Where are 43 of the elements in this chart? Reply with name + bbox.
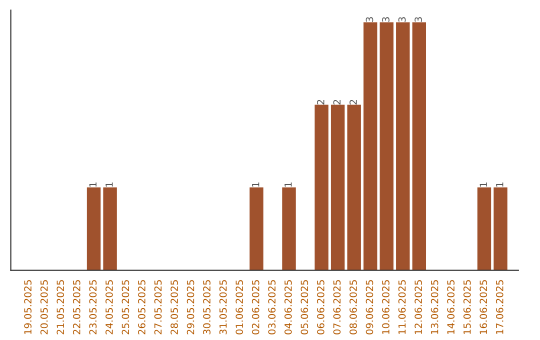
x-tick-label: 31.05.2025: [219, 280, 227, 334]
data-label: 3: [398, 17, 406, 22]
data-label: 1: [252, 182, 260, 187]
x-tick-label: 28.05.2025: [170, 280, 178, 334]
data-label: 2: [350, 100, 357, 104]
x-tick-label: 04.06.2025: [284, 280, 292, 334]
data-label: 2: [317, 100, 324, 104]
x-tick-label: 21.05.2025: [56, 280, 64, 334]
data-label: 3: [366, 17, 374, 22]
x-tick-label: 03.06.2025: [268, 280, 276, 334]
x-tick-label: 26.05.2025: [138, 280, 146, 334]
x-tick-label: 19.05.2025: [24, 280, 32, 334]
x-tick-label: 14.06.2025: [447, 280, 455, 334]
x-tick-label: 15.06.2025: [463, 280, 471, 334]
x-tick-label: 23.05.2025: [89, 280, 97, 334]
x-tick-label: 20.05.2025: [40, 280, 48, 334]
x-tick-label: 24.05.2025: [106, 280, 113, 334]
x-tick-label: 17.06.2025: [496, 280, 504, 334]
x-tick-label: 25.05.2025: [122, 280, 130, 334]
x-tick-label: 11.06.2025: [398, 280, 406, 334]
data-label: 2: [333, 100, 340, 104]
x-tick-label: 10.06.2025: [382, 280, 390, 334]
data-label: 3: [414, 17, 422, 22]
data-label: 3: [382, 17, 390, 22]
data-label: 1: [284, 182, 292, 187]
x-tick-label: 06.06.2025: [317, 280, 324, 334]
x-tick-label: 16.06.2025: [480, 280, 488, 334]
data-label: 1: [480, 182, 487, 187]
x-tick-label: 05.06.2025: [300, 280, 308, 334]
x-tick-label: 12.06.2025: [414, 280, 422, 334]
x-tick-label: 13.06.2025: [430, 280, 438, 334]
data-label: 1: [89, 182, 96, 187]
x-tick-label: 09.06.2025: [366, 280, 374, 334]
x-tick-label: 07.06.2025: [333, 280, 341, 334]
data-label: 1: [106, 182, 113, 187]
x-tick-label: 30.05.2025: [203, 280, 210, 334]
x-tick-label: 27.05.2025: [154, 280, 162, 334]
x-tick-label: 29.05.2025: [186, 280, 194, 334]
x-tick-label: 01.06.2025: [236, 280, 244, 334]
x-tick-label: 08.06.2025: [350, 280, 357, 334]
data-label: 1: [496, 182, 504, 187]
x-tick-label: 22.05.2025: [72, 280, 80, 334]
x-tick-label: 02.06.2025: [252, 280, 260, 334]
